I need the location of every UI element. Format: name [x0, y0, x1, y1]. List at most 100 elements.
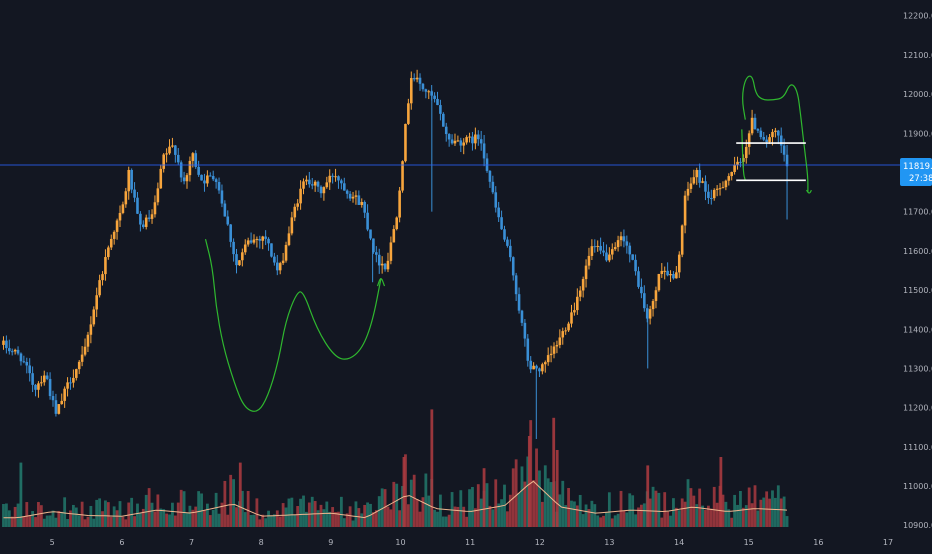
- hand-drawn-curve[interactable]: [741, 129, 746, 181]
- volume-bar: [555, 450, 559, 527]
- volume-moving-average: [3, 480, 788, 519]
- candle-body: [182, 177, 186, 182]
- candle-body: [753, 117, 757, 130]
- volume-bar: [124, 519, 128, 527]
- candle-body: [255, 238, 259, 240]
- candle-body: [762, 137, 766, 140]
- price-tick-label: 11700.0: [903, 208, 932, 217]
- price-axis[interactable]: 12200.012100.012000.011900.011800.011700…: [903, 12, 932, 531]
- volume-bar: [453, 506, 457, 527]
- volume-bar: [683, 501, 687, 527]
- candle-body: [654, 290, 658, 302]
- volume-bar: [622, 510, 626, 527]
- candle-body: [377, 254, 381, 266]
- candle-body: [264, 236, 267, 239]
- volume-bar: [494, 479, 498, 527]
- price-tick-label: 11600.0: [903, 247, 932, 256]
- volume-bar: [150, 502, 154, 527]
- candle-body: [191, 153, 195, 161]
- candle-body: [733, 164, 736, 172]
- volume-bar: [339, 496, 343, 527]
- volume-bar: [672, 498, 675, 527]
- candle-body: [721, 187, 725, 189]
- price-tick-label: 11500.0: [903, 286, 932, 295]
- time-axis[interactable]: 5 6 7 8 9 10 11 12 13 14 15 16 17: [50, 538, 893, 547]
- volume-bar: [523, 481, 527, 527]
- candle-body: [602, 250, 605, 253]
- candle-body: [750, 117, 754, 134]
- volume-bar: [130, 497, 134, 527]
- candle-body: [319, 186, 323, 194]
- volume-bar: [666, 511, 670, 527]
- hand-drawn-curve[interactable]: [806, 189, 812, 194]
- hand-drawn-curve[interactable]: [376, 278, 386, 287]
- candle-body: [616, 240, 620, 248]
- candle-body: [541, 364, 544, 372]
- volume-bar: [51, 510, 55, 527]
- hand-drawn-curve[interactable]: [204, 238, 382, 412]
- candle-body: [217, 182, 221, 191]
- candle-body: [258, 238, 262, 241]
- candle-body: [290, 217, 294, 234]
- user-drawings[interactable]: [204, 75, 812, 412]
- candle-body: [476, 134, 480, 140]
- candle-body: [523, 322, 527, 339]
- hand-drawn-curve[interactable]: [742, 75, 809, 193]
- candle-body: [313, 181, 317, 186]
- price-tick-label: 12000.0: [903, 90, 932, 99]
- volume-bar: [7, 510, 11, 527]
- candle-body: [558, 337, 562, 345]
- volume-bar: [575, 505, 579, 527]
- candle-body: [724, 180, 728, 188]
- candle-body: [331, 175, 334, 177]
- volume-bar: [252, 514, 256, 527]
- candle-body: [19, 353, 23, 362]
- volume-ma-line: [3, 480, 788, 519]
- horizontal-levels[interactable]: [736, 142, 806, 182]
- volume-bar: [756, 510, 760, 527]
- candle-body: [608, 254, 611, 261]
- candle-body: [747, 133, 751, 147]
- volume-bar: [71, 504, 75, 527]
- volume-bar: [482, 468, 486, 527]
- volume-bar: [517, 492, 521, 527]
- volume-bar: [243, 512, 247, 527]
- candle-body: [83, 346, 87, 355]
- volume-bar: [165, 513, 169, 527]
- candle-body: [398, 190, 401, 218]
- candle-body: [383, 263, 387, 270]
- volume-bar: [680, 498, 684, 527]
- volume-bar: [654, 490, 658, 527]
- candle-body: [517, 294, 521, 311]
- volume-bar: [191, 509, 195, 527]
- volume-bar: [270, 515, 273, 527]
- candle-body: [421, 83, 425, 90]
- candle-body: [509, 245, 512, 258]
- candle-body: [176, 154, 180, 163]
- time-tick-label: 14: [674, 538, 684, 547]
- candle-body: [657, 273, 661, 291]
- candle-body: [564, 330, 567, 332]
- volume-bar: [479, 498, 483, 527]
- volume-bar: [701, 505, 704, 527]
- candle-body: [133, 189, 136, 198]
- volume-bar: [293, 514, 297, 527]
- volume-bar: [112, 506, 116, 527]
- candle-body: [779, 135, 783, 146]
- candle-body: [156, 188, 160, 203]
- candle-body: [774, 130, 777, 132]
- candle-body: [686, 188, 690, 196]
- candle-body: [308, 179, 311, 185]
- candle-body: [54, 400, 58, 414]
- candle-body: [570, 312, 573, 324]
- candle-body: [197, 166, 200, 175]
- candle-series: [2, 69, 789, 440]
- candle-body: [92, 309, 96, 325]
- volume-bar: [642, 503, 646, 527]
- volume-bar: [785, 516, 789, 527]
- candle-body: [34, 384, 37, 390]
- volume-bar: [663, 492, 667, 527]
- candle-body: [51, 396, 55, 401]
